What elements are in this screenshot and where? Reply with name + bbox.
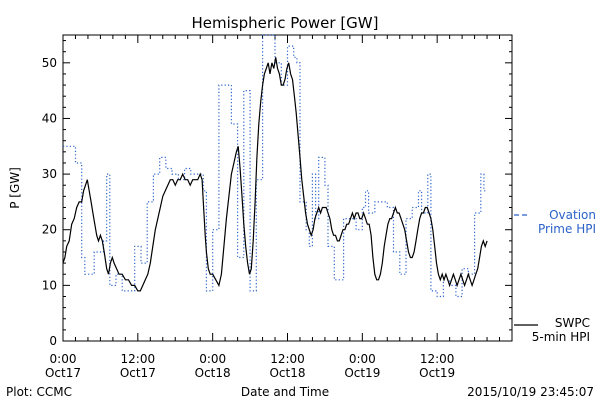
x-tick-date-label: Oct18 xyxy=(269,366,305,380)
legend-ovation-label-line1: Ovation xyxy=(549,208,596,222)
x-tick-date-label: Oct17 xyxy=(120,366,156,380)
y-axis-label: P [GW] xyxy=(8,167,22,209)
plot-frame xyxy=(62,34,513,342)
y-tick-label: 40 xyxy=(42,111,57,125)
x-tick-date-label: Oct17 xyxy=(45,366,81,380)
plot-area xyxy=(62,34,513,342)
x-tick-time-label: 0:00 xyxy=(199,352,226,366)
ovation-prime-series-line xyxy=(63,34,488,298)
x-tick-time-label: 12:00 xyxy=(420,352,455,366)
y-tick-label: 50 xyxy=(42,56,57,70)
x-axis-ticks: 0:00Oct1712:00Oct170:00Oct1812:00Oct180:… xyxy=(45,35,513,380)
legend: Ovation Prime HPI SWPC 5-min HPI xyxy=(514,208,596,344)
legend-swpc-label-line1: SWPC xyxy=(555,316,590,330)
x-tick-time-label: 0:00 xyxy=(50,352,77,366)
x-axis-label: Date and Time xyxy=(241,385,329,399)
chart-title: Hemispheric Power [GW] xyxy=(192,14,379,32)
footer-timestamp: 2015/10/19 23:45:07 xyxy=(467,385,594,399)
x-tick-time-label: 0:00 xyxy=(349,352,376,366)
y-tick-label: 30 xyxy=(42,167,57,181)
y-tick-label: 0 xyxy=(49,334,57,348)
swpc-series-line xyxy=(62,57,488,292)
y-tick-label: 10 xyxy=(42,278,57,292)
y-axis-ticks: 0 10 20 30 40 50 xyxy=(42,40,512,348)
legend-ovation-label-line2: Prime HPI xyxy=(538,222,596,236)
footer-plot-credit: Plot: CCMC xyxy=(6,385,72,399)
x-tick-date-label: Oct19 xyxy=(344,366,380,380)
y-tick-label: 20 xyxy=(42,223,57,237)
legend-swpc-label-line2: 5-min HPI xyxy=(532,330,590,344)
x-tick-time-label: 12:00 xyxy=(121,352,156,366)
x-tick-date-label: Oct18 xyxy=(195,366,231,380)
x-tick-time-label: 12:00 xyxy=(270,352,305,366)
x-tick-date-label: Oct19 xyxy=(419,366,455,380)
